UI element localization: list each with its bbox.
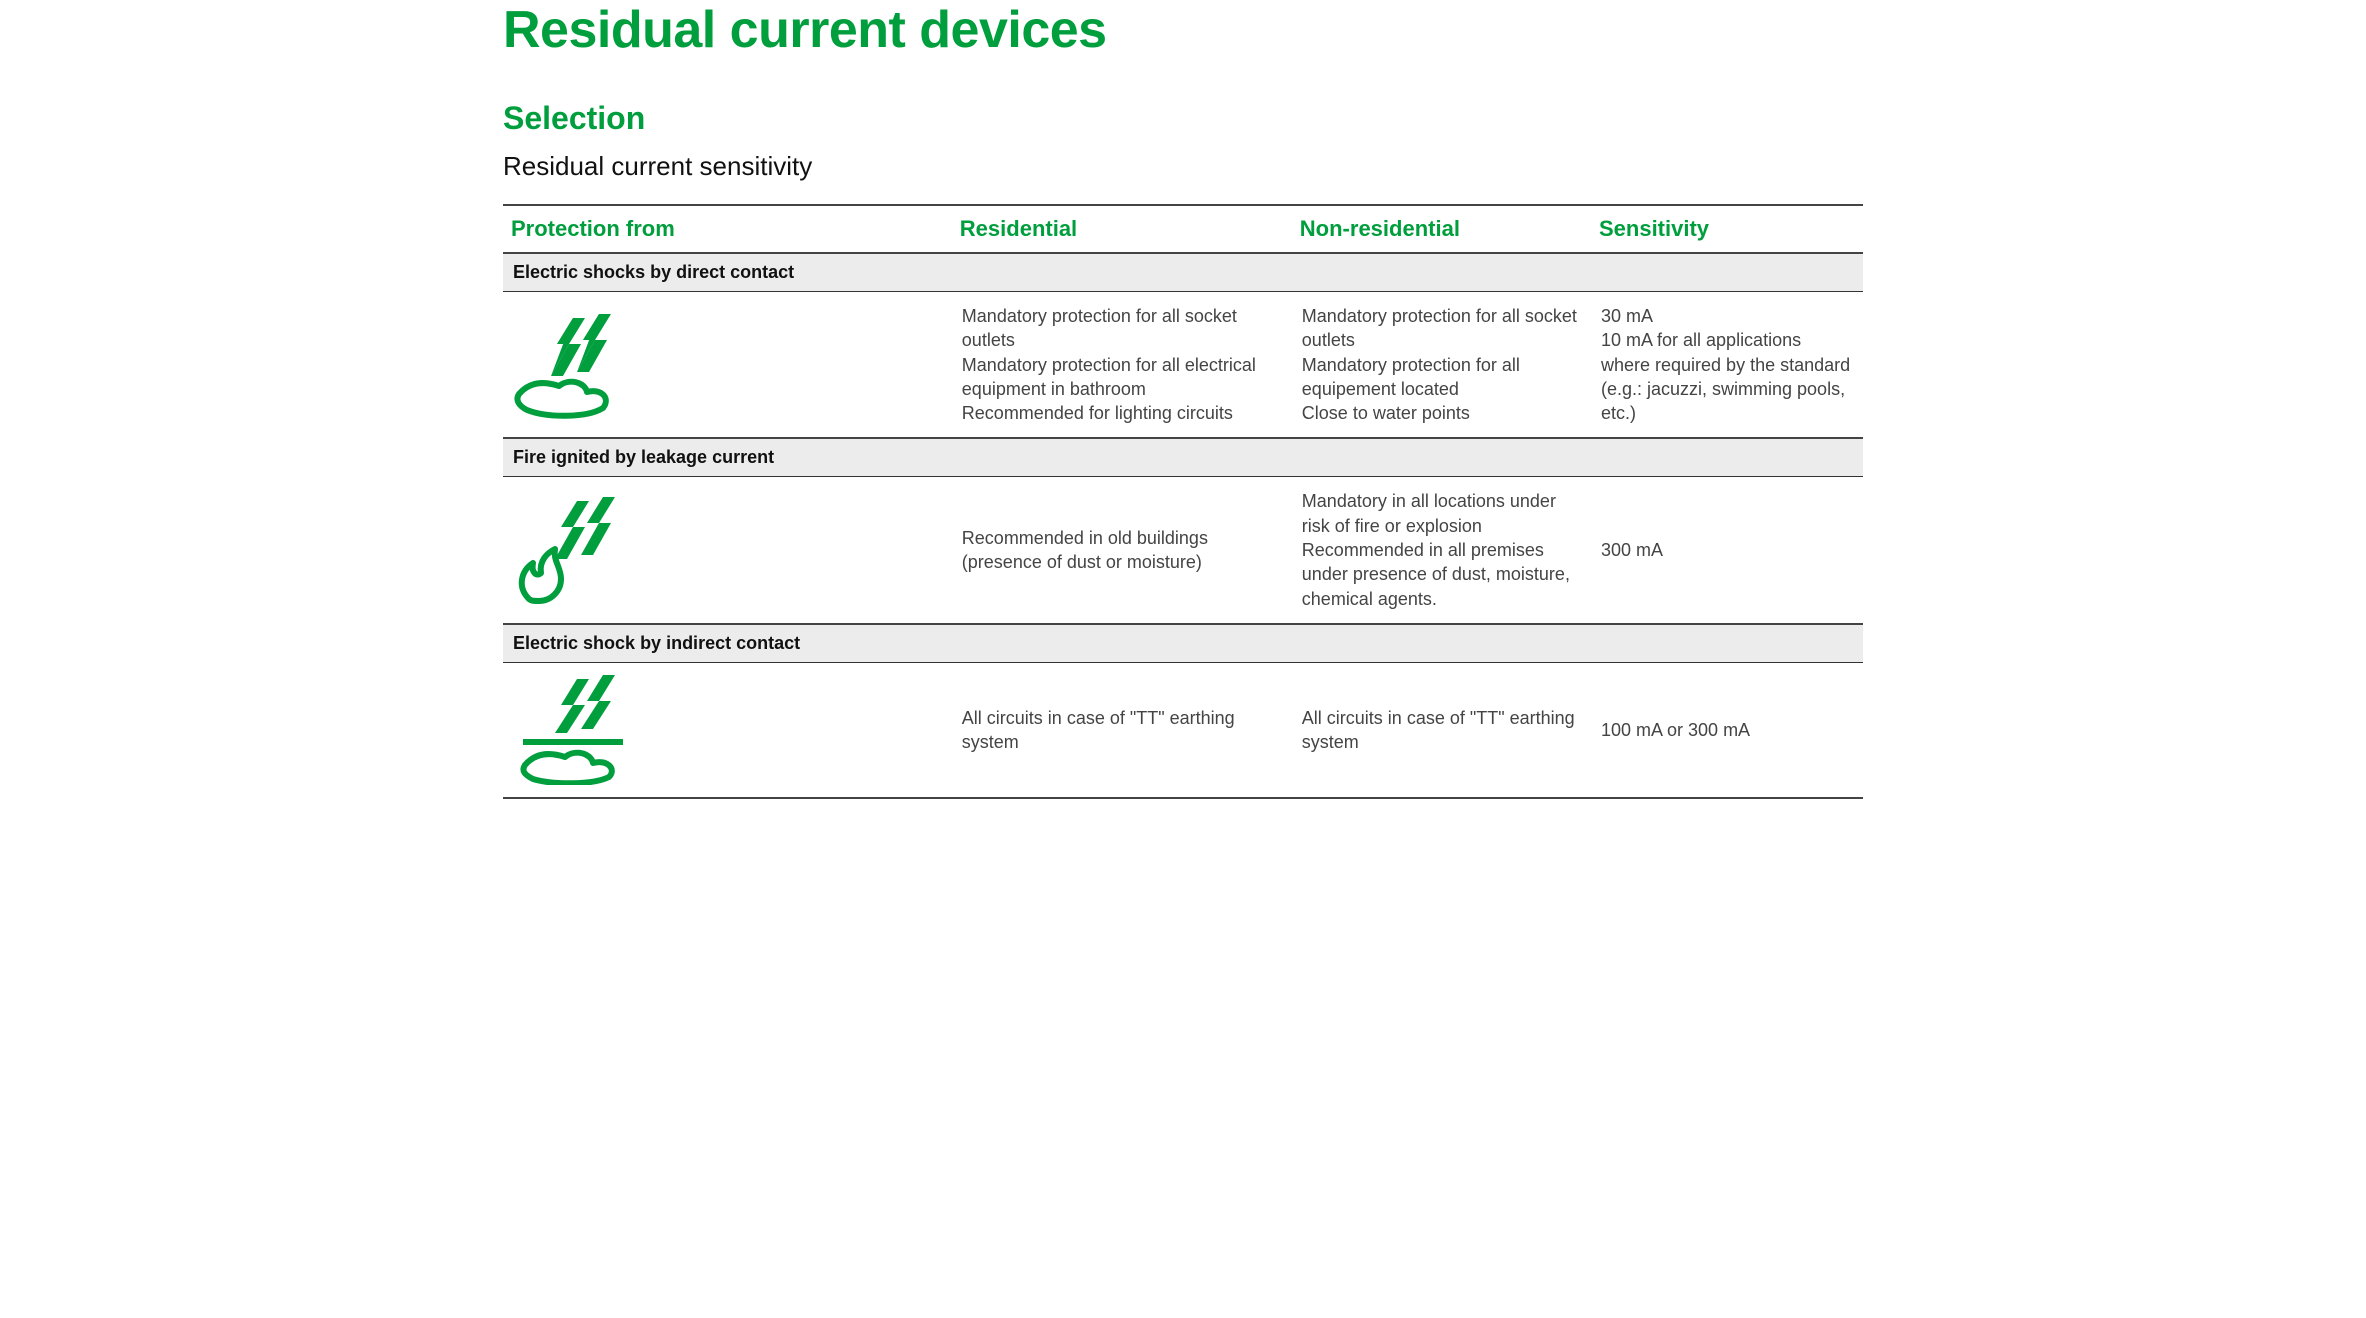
col-header-sensitivity: Sensitivity bbox=[1591, 205, 1863, 253]
bolt-hand-icon bbox=[507, 310, 637, 420]
table-row: ix All circuits in case of "TT" e bbox=[503, 662, 1863, 798]
bolt-flame-icon bbox=[507, 495, 637, 605]
page-title: Residual current devices bbox=[503, 0, 1863, 60]
icon-cell bbox=[503, 477, 952, 624]
sensitivity-table: Protection from Residential Non-resident… bbox=[503, 204, 1863, 799]
section-title: Residual current sensitivity bbox=[503, 151, 1863, 182]
category-label: Electric shock by indirect contact bbox=[503, 624, 1863, 663]
cell-sensitivity: 300 mA bbox=[1591, 477, 1863, 624]
icon-cell: ix bbox=[503, 662, 952, 798]
category-label: Fire ignited by leakage current bbox=[503, 438, 1863, 477]
category-row: Electric shocks by direct contact bbox=[503, 253, 1863, 292]
cell-nonresidential: Mandatory in all locations under risk of… bbox=[1292, 477, 1591, 624]
category-row: Electric shock by indirect contact bbox=[503, 624, 1863, 663]
col-header-nonresidential: Non-residential bbox=[1292, 205, 1591, 253]
table-row: Mandatory protection for all socket outl… bbox=[503, 292, 1863, 439]
col-header-residential: Residential bbox=[952, 205, 1292, 253]
cell-residential: Recommended in old buildings (presence o… bbox=[952, 477, 1292, 624]
sub-title: Selection bbox=[503, 100, 1863, 137]
category-label: Electric shocks by direct contact bbox=[503, 253, 1863, 292]
table-row: Recommended in old buildings (presence o… bbox=[503, 477, 1863, 624]
bolt-ground-hand-icon: ix bbox=[507, 675, 637, 785]
table-header-row: Protection from Residential Non-resident… bbox=[503, 205, 1863, 253]
page: Residual current devices Selection Resid… bbox=[443, 0, 1923, 859]
cell-sensitivity: 30 mA 10 mA for all applications where r… bbox=[1591, 292, 1863, 439]
col-header-protection: Protection from bbox=[503, 205, 952, 253]
cell-residential: Mandatory protection for all socket outl… bbox=[952, 292, 1292, 439]
icon-cell bbox=[503, 292, 952, 439]
category-row: Fire ignited by leakage current bbox=[503, 438, 1863, 477]
cell-nonresidential: All circuits in case of "TT" earthing sy… bbox=[1292, 662, 1591, 798]
cell-sensitivity: 100 mA or 300 mA bbox=[1591, 662, 1863, 798]
cell-nonresidential: Mandatory protection for all socket outl… bbox=[1292, 292, 1591, 439]
cell-residential: All circuits in case of "TT" earthing sy… bbox=[952, 662, 1292, 798]
